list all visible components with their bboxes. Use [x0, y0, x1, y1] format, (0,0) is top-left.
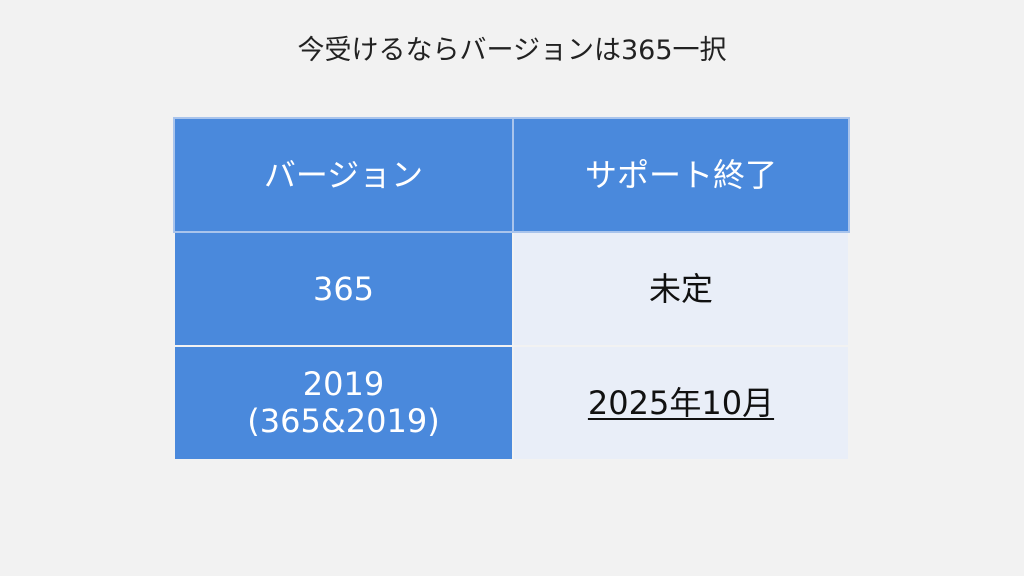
table-row: 365 未定 — [173, 231, 850, 347]
cell-version: 365 — [173, 231, 514, 347]
version-label: 2019 — [302, 365, 385, 404]
version-sub-label: (365&2019) — [247, 402, 440, 440]
table-header-row: バージョン サポート終了 — [173, 117, 850, 233]
cell-support-end: 未定 — [512, 231, 850, 347]
table-row: 2019 (365&2019) 2025年10月 — [173, 345, 850, 461]
support-end-link[interactable]: 2025年10月 — [587, 383, 775, 422]
header-version: バージョン — [173, 117, 514, 233]
cell-support-end: 2025年10月 — [512, 345, 850, 461]
version-support-table: バージョン サポート終了 365 未定 2019 (365&2019) 2025… — [173, 117, 850, 461]
header-support-end: サポート終了 — [512, 117, 850, 233]
cell-version: 2019 (365&2019) — [173, 345, 514, 461]
page-title: 今受けるならバージョンは365一択 — [297, 35, 727, 66]
